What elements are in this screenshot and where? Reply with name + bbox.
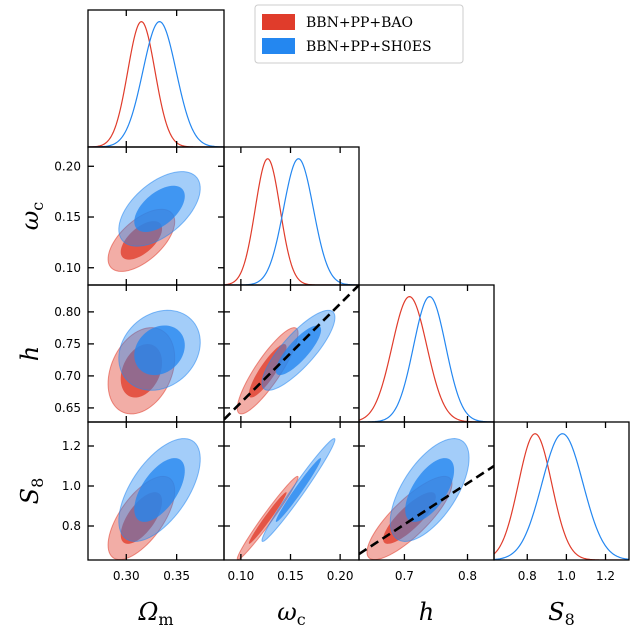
contour-68-omega_c-h-1 xyxy=(275,325,322,376)
y-tick-label-S8-1: 1.0 xyxy=(62,479,81,493)
x-axis-label-Omega_m: Ωm xyxy=(137,598,173,626)
legend-box xyxy=(254,4,464,64)
y-tick-label-h-1: 0.70 xyxy=(54,369,81,383)
contour-68-h-S8-1 xyxy=(405,458,455,522)
x-tick-label-S8-0: 0.8 xyxy=(518,569,537,583)
contour-68-omega_c-S8-1 xyxy=(275,458,322,522)
x-axis-label-h: h xyxy=(419,598,434,626)
y-tick-label-h-3: 0.80 xyxy=(54,305,81,319)
x-tick-label-omega_c-0: 0.10 xyxy=(228,569,255,583)
y-tick-label-omega_c-0: 0.10 xyxy=(54,261,81,275)
contour-h-S8-series-1 xyxy=(389,438,470,542)
contour-68-Omega_m-h-1 xyxy=(134,325,185,376)
y-tick-label-h-0: 0.65 xyxy=(54,401,81,415)
legend-swatch-0 xyxy=(262,14,295,30)
contour-Omega_m-omega_c-series-1 xyxy=(118,171,201,247)
x-axis-label-omega_c: ωc xyxy=(277,598,306,626)
marginal-h-series-0 xyxy=(359,296,494,422)
y-tick-label-S8-0: 0.8 xyxy=(62,519,81,533)
x-tick-label-S8-1: 1.0 xyxy=(557,569,576,583)
panel-frame-2-2 xyxy=(358,284,495,423)
reference-line-1 xyxy=(359,464,494,556)
legend-label-0: BBN+PP+BAO xyxy=(306,15,413,31)
contour-omega_c-h-series-1 xyxy=(261,309,336,391)
contour-omega_c-S8-series-0 xyxy=(236,475,299,560)
x-tick-label-omega_c-1: 0.15 xyxy=(277,569,304,583)
contour-Omega_m-h-series-1 xyxy=(118,309,201,391)
y-tick-label-h-2: 0.75 xyxy=(54,337,81,351)
x-tick-label-h-1: 0.8 xyxy=(458,569,477,583)
legend: BBN+PP+BAO BBN+PP+SH0ES xyxy=(254,4,464,64)
y-axis-label-omega_c: ωc xyxy=(16,202,47,231)
contour-Omega_m-S8-series-1 xyxy=(118,438,201,542)
panel-frame-3-3 xyxy=(493,421,630,561)
x-tick-label-S8-2: 1.2 xyxy=(596,569,615,583)
y-tick-label-omega_c-1: 0.15 xyxy=(54,210,81,224)
y-tick-label-S8-2: 1.2 xyxy=(62,439,81,453)
contour-68-Omega_m-omega_c-1 xyxy=(134,185,185,233)
contour-omega_c-S8-series-1 xyxy=(261,438,336,542)
contour-68-omega_c-S8-0 xyxy=(248,492,287,544)
y-axis-label-h: h xyxy=(16,346,44,361)
x-axis-label-S8: S8 xyxy=(548,598,575,626)
x-tick-label-h-0: 0.7 xyxy=(395,569,414,583)
marginal-S8-series-1 xyxy=(494,433,629,560)
y-tick-label-omega_c-2: 0.20 xyxy=(54,159,81,173)
reference-line-0 xyxy=(224,285,359,421)
marginal-Omega_m-series-1 xyxy=(88,21,224,147)
legend-swatch-1 xyxy=(262,38,295,54)
marginal-Omega_m-series-0 xyxy=(88,21,224,147)
marginal-omega_c-series-0 xyxy=(224,158,359,285)
y-axis-label-S8: S8 xyxy=(16,478,47,505)
marginal-h-series-1 xyxy=(359,296,494,422)
x-tick-label-Omega_m-0: 0.30 xyxy=(113,569,140,583)
marginal-S8-series-0 xyxy=(494,433,629,560)
x-tick-label-Omega_m-1: 0.35 xyxy=(163,569,190,583)
contour-68-Omega_m-S8-1 xyxy=(134,458,185,522)
x-tick-label-omega_c-2: 0.20 xyxy=(327,569,354,583)
legend-label-1: BBN+PP+SH0ES xyxy=(306,39,432,55)
